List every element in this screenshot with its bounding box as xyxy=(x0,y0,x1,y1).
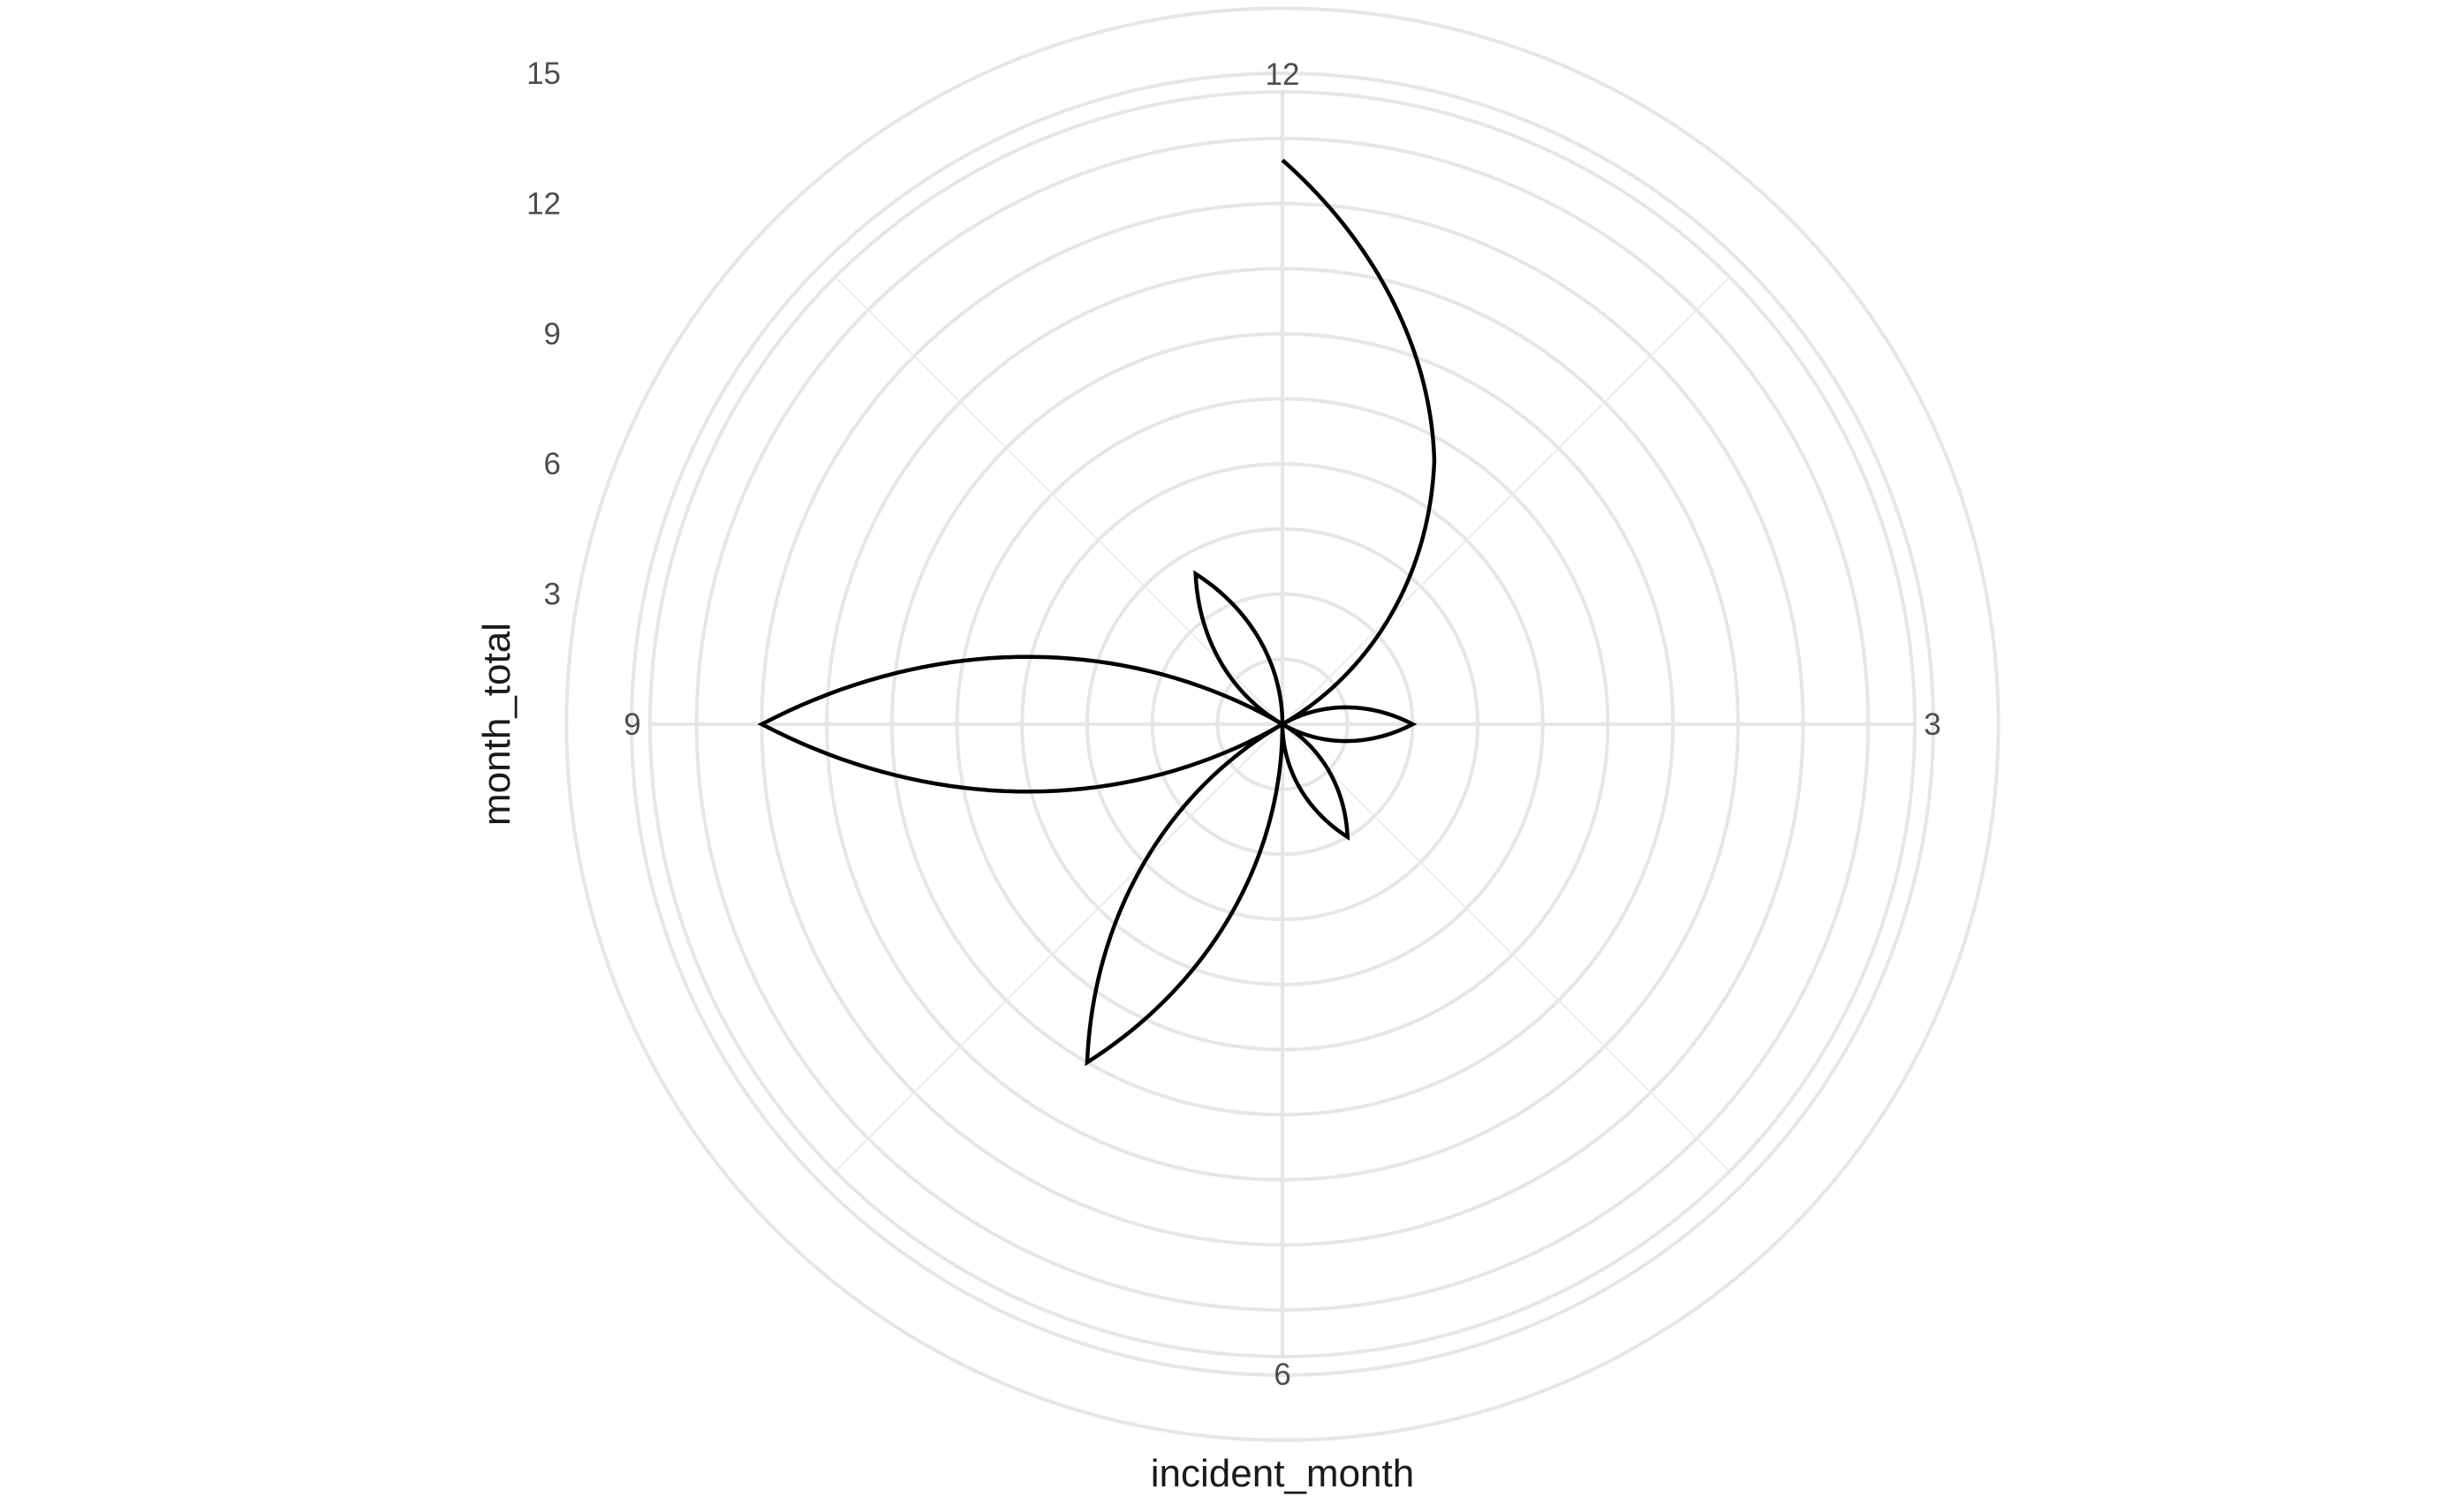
grid-ring xyxy=(630,72,1935,1377)
y-tick-label: 3 xyxy=(544,578,561,612)
grid-spoke-minor xyxy=(1282,723,1730,1172)
grid-spoke-minor xyxy=(835,276,1283,725)
tick-labels: 12 3 6 9 3 6 9 12 15 xyxy=(526,57,1941,1392)
y-axis-title: month_total xyxy=(475,623,518,826)
y-tick-label: 6 xyxy=(544,447,561,481)
series-line xyxy=(757,158,1437,1067)
grid xyxy=(564,6,2000,1442)
y-tick-label: 12 xyxy=(526,186,561,221)
x-axis-title: incident_month xyxy=(1151,1452,1414,1495)
x-tick-label: 12 xyxy=(1266,57,1300,92)
y-tick-label: 9 xyxy=(544,317,561,352)
y-tick-label: 15 xyxy=(526,57,561,91)
grid-spoke-minor xyxy=(1282,276,1730,725)
grid-spoke-minor xyxy=(835,723,1283,1172)
series-layer xyxy=(757,158,1437,1067)
x-tick-label: 9 xyxy=(624,707,640,742)
x-tick-label: 3 xyxy=(1924,707,1940,742)
x-tick-label: 6 xyxy=(1274,1357,1290,1392)
grid-ring xyxy=(564,6,2000,1442)
